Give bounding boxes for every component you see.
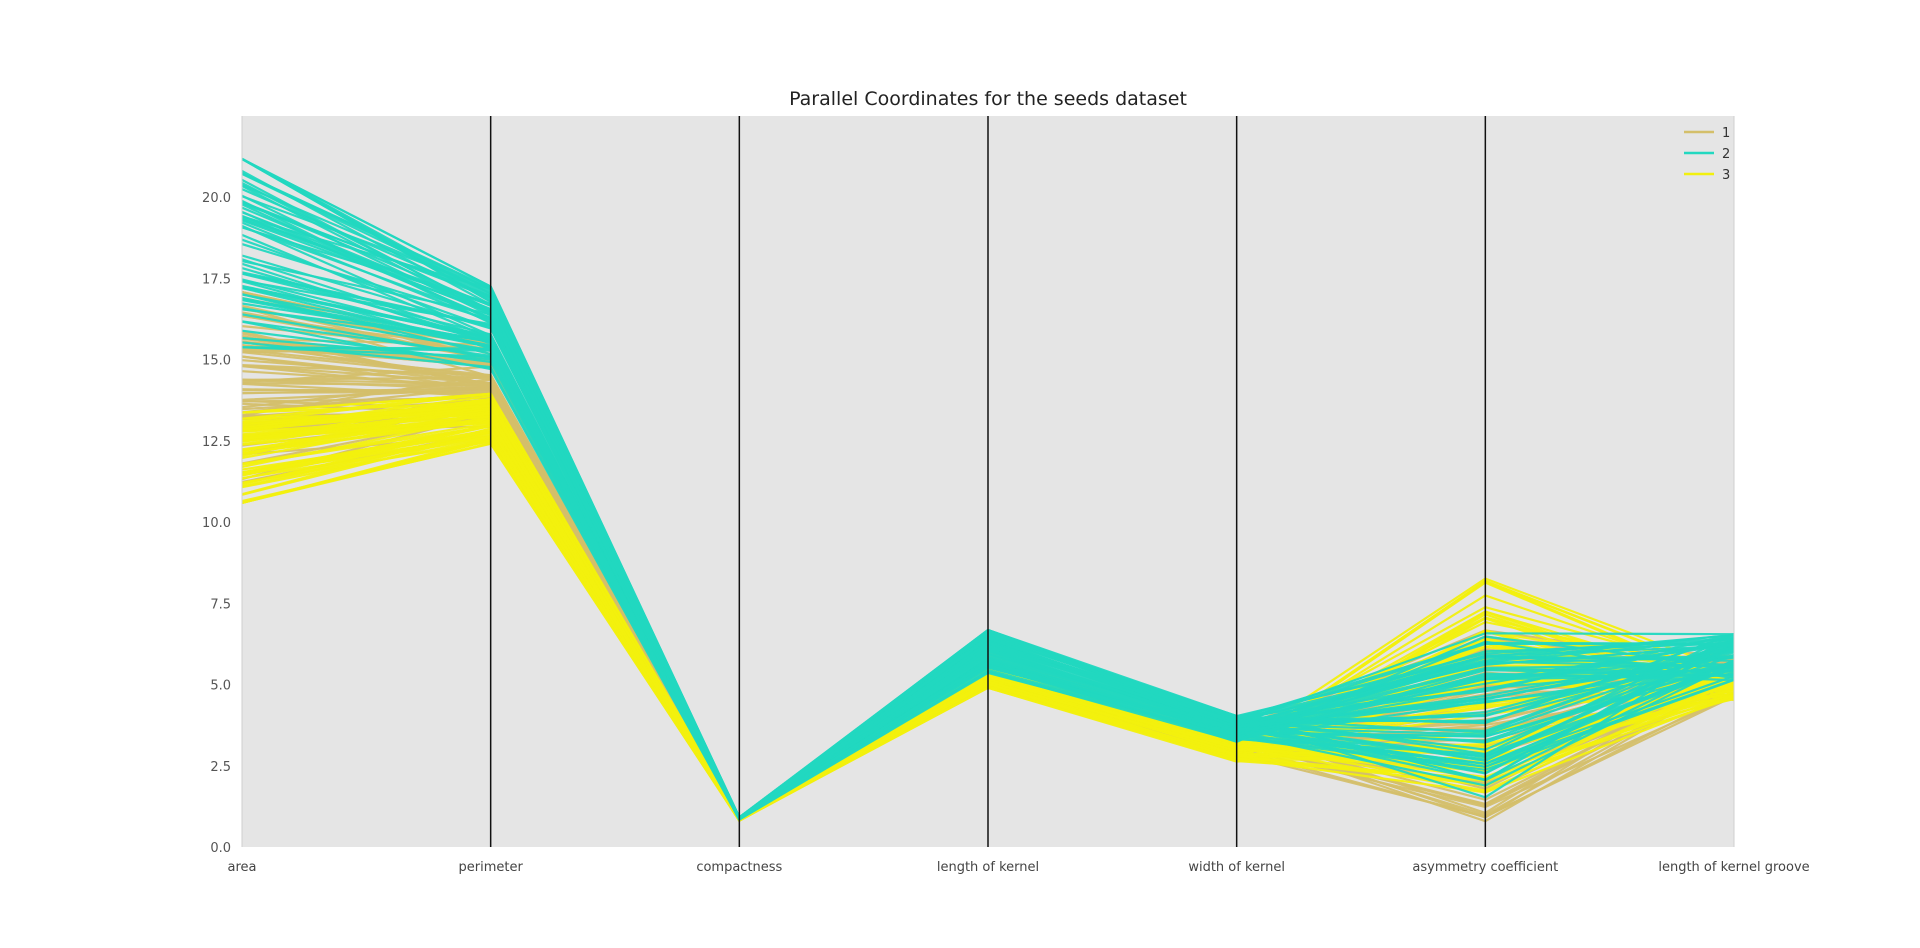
axis-label: compactness (696, 860, 782, 875)
axis-label: length of kernel groove (1658, 860, 1809, 875)
axis-labels: area perimeter compactness length of kernel… (228, 860, 1810, 875)
legend-label: 2 (1722, 147, 1730, 162)
axis-label: perimeter (459, 860, 524, 875)
y-tick-label: 7.5 (210, 597, 231, 612)
legend-label: 1 (1722, 126, 1730, 141)
y-tick-label: 5.0 (210, 679, 231, 694)
axis-label: width of kernel (1188, 860, 1285, 875)
axis-label: asymmetry coefficient (1412, 860, 1558, 875)
axis-label: area (228, 860, 257, 875)
y-tick-label: 0.0 (210, 841, 231, 856)
legend: 1 2 3 (1684, 126, 1730, 183)
y-axis-ticks: 0.0 2.5 5.0 7.5 10.0 12.5 15.0 17.5 20.0 (202, 191, 231, 856)
legend-label: 3 (1722, 168, 1730, 183)
y-tick-label: 20.0 (202, 191, 231, 206)
y-tick-label: 10.0 (202, 516, 231, 531)
axis-lines (241, 116, 1735, 847)
chart-title: Parallel Coordinates for the seeds datas… (789, 88, 1187, 110)
y-tick-label: 12.5 (202, 435, 231, 450)
y-tick-label: 2.5 (210, 760, 231, 775)
axis-label: length of kernel (937, 860, 1039, 875)
y-tick-label: 17.5 (202, 272, 231, 287)
y-tick-label: 15.0 (202, 354, 231, 369)
